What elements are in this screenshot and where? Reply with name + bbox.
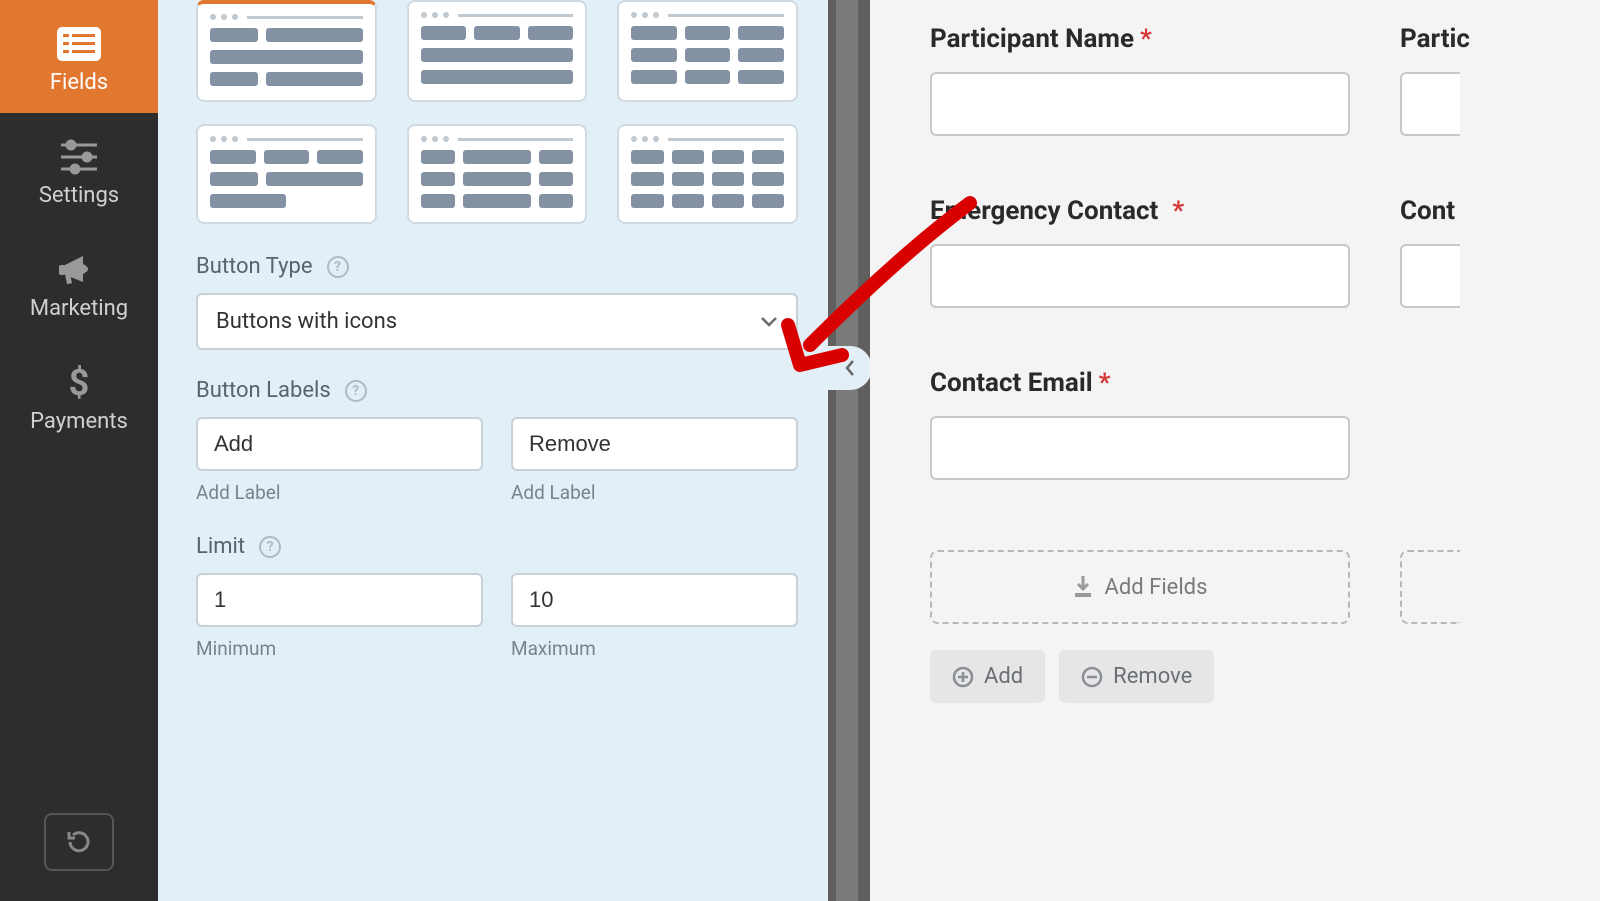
layout-option[interactable]	[196, 0, 377, 102]
add-button[interactable]: Add	[930, 650, 1045, 703]
help-icon[interactable]: ?	[345, 380, 367, 402]
remove-button[interactable]: Remove	[1059, 650, 1214, 703]
chevron-down-icon	[760, 316, 778, 328]
panel-divider	[828, 0, 870, 901]
layout-option[interactable]	[407, 124, 588, 224]
add-fields-dropzone-partial[interactable]	[1400, 550, 1460, 624]
field-label-partial: Cont	[1400, 196, 1460, 226]
payments-icon: $	[55, 359, 103, 407]
add-label-sublabel: Add Label	[196, 481, 483, 504]
sidebar-item-marketing[interactable]: Marketing	[0, 226, 158, 339]
sidebar-item-payments[interactable]: $ Payments	[0, 339, 158, 452]
field-label: Participant Name*	[930, 24, 1350, 54]
emergency-contact-input[interactable]	[930, 244, 1350, 308]
layout-grid	[196, 0, 798, 224]
settings-icon	[55, 133, 103, 181]
download-icon	[1073, 576, 1093, 598]
marketing-icon	[55, 246, 103, 294]
sidebar-item-settings[interactable]: Settings	[0, 113, 158, 226]
plus-circle-icon	[952, 666, 974, 688]
svg-text:$: $	[69, 363, 90, 403]
form-preview: Participant Name* Partic Emergency Conta…	[870, 0, 1600, 901]
limit-min-sublabel: Minimum	[196, 637, 483, 660]
add-fields-dropzone[interactable]: Add Fields	[930, 550, 1350, 624]
sidebar-label: Payments	[30, 409, 128, 434]
limit-max-input[interactable]	[511, 573, 798, 627]
text-input-partial[interactable]	[1400, 244, 1460, 308]
field-label-partial: Partic	[1400, 24, 1470, 54]
sidebar-item-fields[interactable]: Fields	[0, 0, 158, 113]
remove-label-sublabel: Add Label	[511, 481, 798, 504]
remove-label-input[interactable]	[511, 417, 798, 471]
help-icon[interactable]: ?	[259, 536, 281, 558]
contact-email-input[interactable]	[930, 416, 1350, 480]
layout-option[interactable]	[617, 0, 798, 102]
sidebar: Fields Settings Marketing $ Payments	[0, 0, 158, 901]
history-button[interactable]	[44, 813, 114, 871]
add-label-input[interactable]	[196, 417, 483, 471]
button-type-select[interactable]: Buttons with icons	[196, 293, 798, 350]
text-input-partial[interactable]	[1400, 72, 1460, 136]
field-label: Emergency Contact*	[930, 196, 1350, 226]
participant-name-input[interactable]	[930, 72, 1350, 136]
button-labels-label: Button Labels ?	[196, 378, 798, 403]
minus-circle-icon	[1081, 666, 1103, 688]
sidebar-label: Fields	[50, 70, 108, 95]
sidebar-label: Settings	[39, 183, 119, 208]
limit-label: Limit ?	[196, 534, 798, 559]
layout-option[interactable]	[617, 124, 798, 224]
layout-option[interactable]	[407, 0, 588, 102]
layout-option[interactable]	[196, 124, 377, 224]
chevron-left-icon	[844, 359, 856, 377]
sidebar-label: Marketing	[30, 296, 128, 321]
button-type-label: Button Type ?	[196, 254, 798, 279]
settings-panel: Button Type ? Buttons with icons Button …	[158, 0, 828, 901]
fields-icon	[55, 20, 103, 68]
field-label: Contact Email*	[930, 368, 1350, 398]
limit-min-input[interactable]	[196, 573, 483, 627]
limit-max-sublabel: Maximum	[511, 637, 798, 660]
collapse-panel-button[interactable]	[828, 346, 872, 390]
help-icon[interactable]: ?	[327, 256, 349, 278]
